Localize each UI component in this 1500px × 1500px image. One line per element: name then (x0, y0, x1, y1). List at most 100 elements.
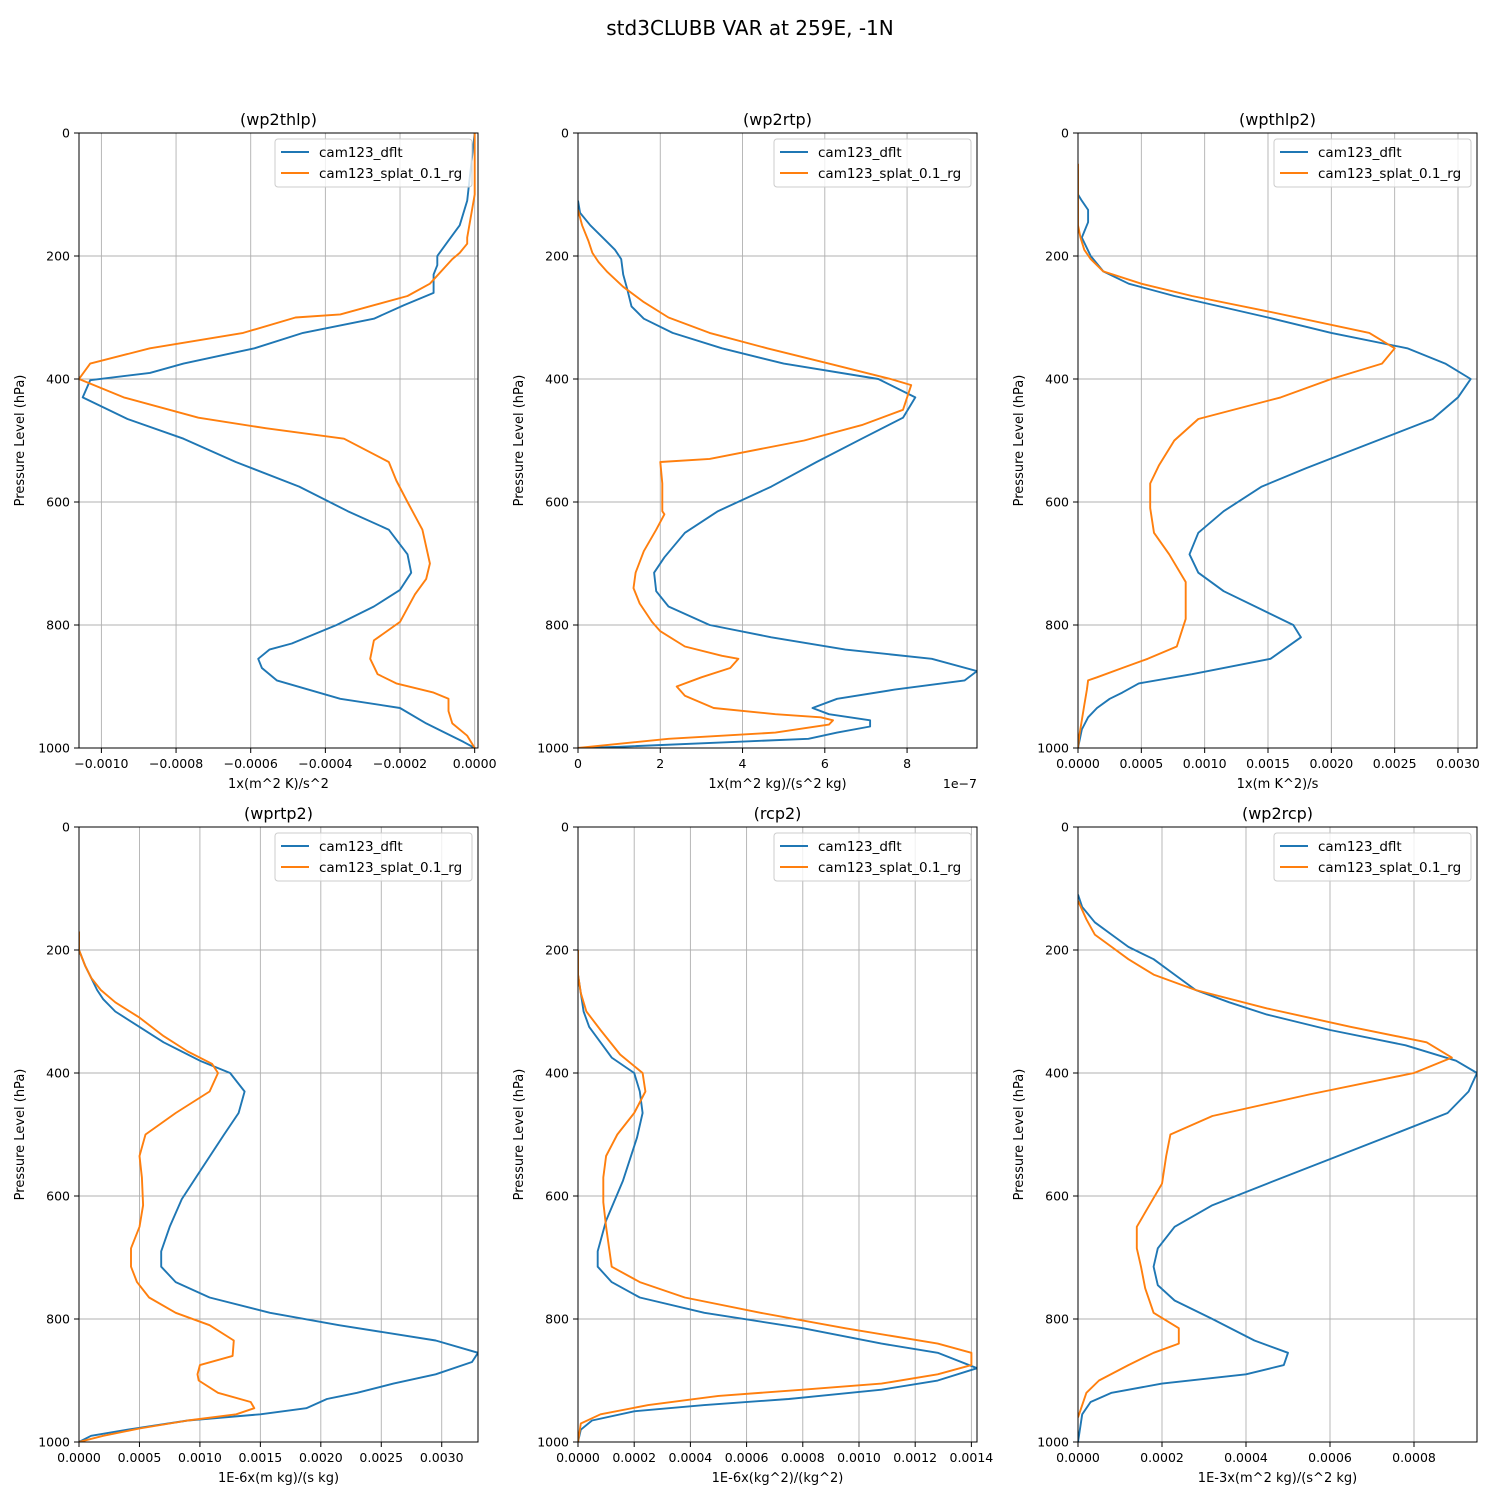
y-tick-label: 400 (46, 372, 70, 387)
x-tick-label: 0.0020 (299, 1450, 343, 1465)
x-axis-label: 1x(m K^2)/s (1237, 777, 1319, 792)
series-line-cam123_dflt (1078, 894, 1477, 1442)
x-tick-label: 0.0008 (781, 1450, 825, 1465)
legend: cam123_dflt cam123_splat_0.1_rg (274, 138, 473, 188)
x-tick-label: −0.0008 (149, 756, 203, 771)
plot-frame (1077, 132, 1478, 749)
y-tick-label: 1000 (38, 1435, 70, 1450)
series-line-cam123_splat_0.1_rg (1078, 163, 1396, 748)
x-tick-label: 0.0014 (950, 1450, 994, 1465)
y-tick-label: 400 (1045, 1066, 1069, 1081)
series-line-cam123_dflt (578, 200, 977, 748)
x-tick-label: 0.0000 (57, 1450, 101, 1465)
legend-box (274, 832, 473, 882)
x-tick-label: 0.0025 (359, 1450, 403, 1465)
y-axis-label: Pressure Level (hPa) (512, 1069, 527, 1201)
legend-label: cam123_dflt (319, 145, 403, 161)
series-line-cam123_dflt (81, 133, 476, 748)
x-tick-label: −0.0010 (74, 756, 128, 771)
series-line-cam123_splat_0.1_rg (578, 209, 913, 748)
legend: cam123_dflt cam123_splat_0.1_rg (773, 832, 972, 882)
series-line-cam123_dflt (79, 931, 478, 1442)
y-tick-label: 1000 (38, 741, 70, 756)
y-tick-label: 0 (561, 126, 569, 141)
x-tick-label: 6 (821, 756, 829, 771)
x-offset-label: 1e−7 (943, 776, 977, 791)
series-line-cam123_dflt (1078, 169, 1472, 748)
x-tick-label: −0.0004 (298, 756, 352, 771)
x-tick-label: 0.0030 (1436, 756, 1480, 771)
x-tick-label: 2 (656, 756, 664, 771)
y-axis-label: Pressure Level (hPa) (512, 375, 527, 507)
plot-frame (577, 132, 978, 749)
x-tick-label: 0 (574, 756, 582, 771)
x-tick-label: 0.0005 (118, 1450, 162, 1465)
y-tick-label: 200 (545, 943, 569, 958)
series-line-cam123_dflt (578, 950, 977, 1442)
x-tick-label: −0.0002 (373, 756, 427, 771)
y-tick-label: 0 (561, 820, 569, 835)
y-tick-label: 600 (545, 495, 569, 510)
chart-panel-3: 0.0000 0.0005 0.0010 0.0015 0.0020 0.0025 0.00… (1012, 110, 1480, 792)
chart-panel-5: 0.0000 0.0002 0.0004 0.0006 0.0008 0.0010 0.00… (512, 804, 993, 1486)
x-tick-label: 0.0000 (556, 1450, 600, 1465)
y-tick-label: 800 (46, 1312, 70, 1327)
series-group (79, 931, 478, 1442)
y-tick-label: 1000 (537, 741, 569, 756)
y-tick-label: 200 (1045, 943, 1069, 958)
x-tick-label: 0.0004 (669, 1450, 713, 1465)
y-tick-label: 800 (545, 1312, 569, 1327)
y-tick-label: 200 (46, 943, 70, 958)
legend-box (773, 138, 972, 188)
x-tick-label: 8 (903, 756, 911, 771)
legend: cam123_dflt cam123_splat_0.1_rg (1273, 832, 1472, 882)
series-line-cam123_splat_0.1_rg (79, 931, 256, 1442)
series-group (578, 950, 977, 1442)
y-tick-label: 400 (1045, 372, 1069, 387)
y-tick-label: 800 (1045, 618, 1069, 633)
y-tick-label: 800 (46, 618, 70, 633)
legend-label: cam123_splat_0.1_rg (1318, 166, 1461, 182)
chart-panel-6: 0.0000 0.0002 0.0004 0.0006 0.0008 0 200 400 600… (1012, 804, 1478, 1486)
series-line-cam123_splat_0.1_rg (1078, 900, 1453, 1418)
x-tick-label: 0.0010 (837, 1450, 881, 1465)
y-tick-label: 600 (545, 1189, 569, 1204)
plot-frame (78, 132, 479, 749)
y-tick-label: 400 (46, 1066, 70, 1081)
panel-title: (wp2rcp) (1242, 804, 1313, 823)
legend-box (1273, 138, 1472, 188)
y-tick-label: 1000 (1037, 741, 1069, 756)
panel-title: (wprtp2) (244, 804, 313, 823)
series-group (1078, 894, 1477, 1442)
legend-box (274, 138, 473, 188)
x-tick-label: 0.0008 (1392, 1450, 1436, 1465)
y-tick-label: 200 (46, 249, 70, 264)
y-tick-label: 600 (1045, 495, 1069, 510)
y-tick-label: 0 (62, 820, 70, 835)
y-axis-label: Pressure Level (hPa) (13, 1069, 28, 1201)
x-tick-label: 0.0015 (1246, 756, 1290, 771)
legend-label: cam123_dflt (1318, 839, 1402, 855)
x-tick-label: 0.0000 (453, 756, 497, 771)
x-tick-label: −0.0006 (224, 756, 278, 771)
y-tick-label: 400 (545, 372, 569, 387)
panel-title: (wpthlp2) (1239, 110, 1316, 129)
series-line-cam123_splat_0.1_rg (578, 950, 973, 1442)
chart-panel-1: −0.0010 −0.0008 −0.0006 −0.0004 −0.0002 0.000… (13, 110, 497, 792)
plot-frame (577, 826, 978, 1443)
y-axis-label: Pressure Level (hPa) (1012, 1069, 1027, 1201)
plot-frame (78, 826, 479, 1443)
y-tick-label: 200 (1045, 249, 1069, 264)
y-tick-label: 1000 (1037, 1435, 1069, 1450)
legend: cam123_dflt cam123_splat_0.1_rg (274, 832, 473, 882)
x-tick-label: 0.0000 (1056, 1450, 1100, 1465)
x-tick-label: 4 (739, 756, 747, 771)
series-group (1078, 163, 1472, 748)
series-line-cam123_splat_0.1_rg (79, 133, 476, 748)
y-axis-label: Pressure Level (hPa) (13, 375, 28, 507)
x-tick-label: 0.0030 (420, 1450, 464, 1465)
y-tick-label: 1000 (537, 1435, 569, 1450)
y-tick-label: 0 (1061, 126, 1069, 141)
x-tick-label: 0.0006 (725, 1450, 769, 1465)
